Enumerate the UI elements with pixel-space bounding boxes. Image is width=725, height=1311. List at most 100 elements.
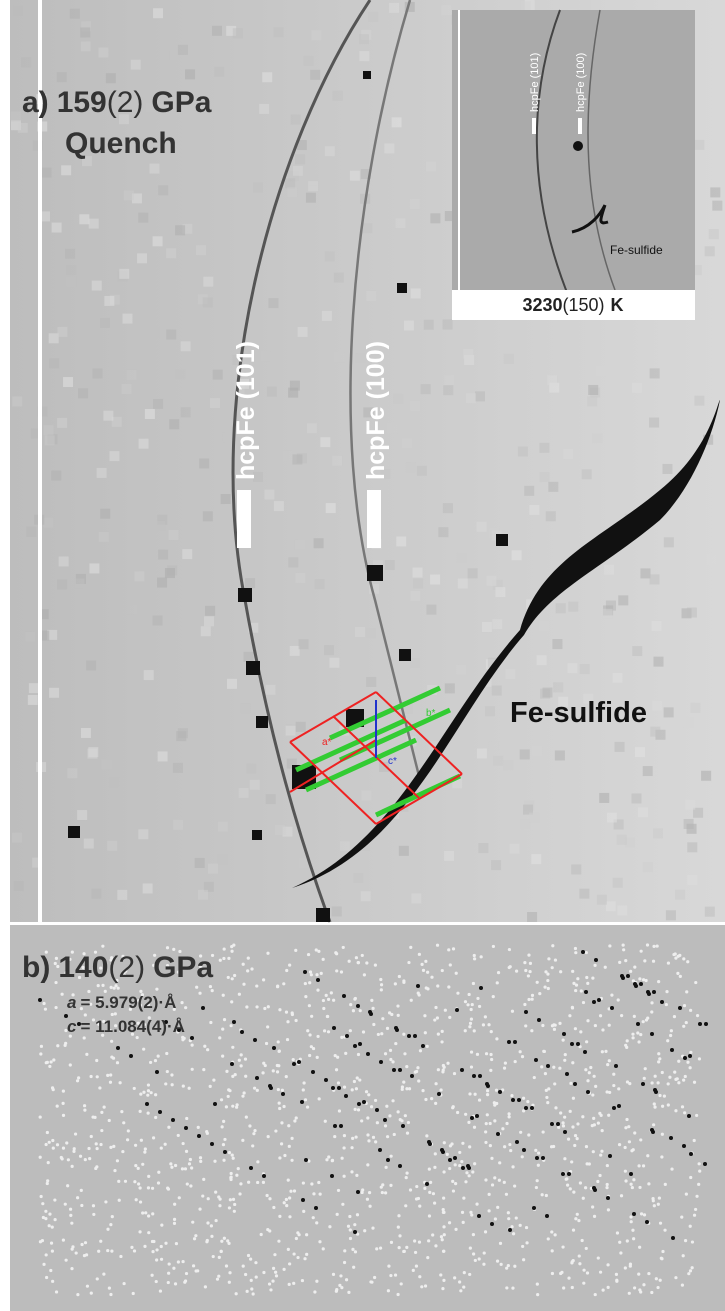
reflection xyxy=(638,1246,641,1249)
noise-pixel xyxy=(444,375,454,385)
noise-pixel xyxy=(104,296,114,306)
noise-pixel xyxy=(181,407,191,417)
reflection xyxy=(436,1016,439,1019)
reflection xyxy=(312,1192,315,1195)
reflection xyxy=(167,1281,170,1284)
reflection xyxy=(379,1247,382,1250)
reflection xyxy=(472,1252,475,1255)
reflection xyxy=(473,957,476,960)
reflection xyxy=(48,1224,51,1227)
reflection xyxy=(665,1003,668,1006)
noise-pixel xyxy=(262,72,272,82)
reflection xyxy=(251,1144,254,1147)
reflection xyxy=(564,1053,567,1056)
reflection xyxy=(608,1024,611,1027)
reflection xyxy=(241,1139,244,1142)
noise-pixel xyxy=(264,490,274,500)
reflection xyxy=(605,1186,608,1189)
reflection xyxy=(496,981,499,984)
reflection xyxy=(218,1204,221,1207)
reflection xyxy=(308,981,311,984)
noise-pixel xyxy=(333,91,343,101)
reflection xyxy=(351,1137,354,1140)
reflection xyxy=(316,1035,319,1038)
peak-label: hcpFe (101) xyxy=(232,341,260,480)
reflection xyxy=(628,1292,631,1295)
reflection xyxy=(389,1049,392,1052)
noise-pixel xyxy=(102,760,112,770)
noise-pixel xyxy=(87,749,97,759)
reflection xyxy=(345,1278,348,1281)
reflection xyxy=(418,1240,421,1243)
reflection xyxy=(242,983,245,986)
reflection xyxy=(571,1061,574,1064)
reflection xyxy=(620,1014,623,1017)
reflection xyxy=(191,1068,194,1071)
reflection xyxy=(637,1273,640,1276)
reflection xyxy=(359,1009,362,1012)
reflection xyxy=(268,1197,271,1200)
reflection xyxy=(570,1042,574,1046)
reflection xyxy=(586,1271,589,1274)
reflection xyxy=(190,1166,193,1169)
reflection xyxy=(46,1131,49,1134)
noise-pixel xyxy=(518,447,528,457)
reflection xyxy=(471,1003,474,1006)
reflection xyxy=(255,984,258,987)
reflection xyxy=(254,1261,257,1264)
reflection xyxy=(537,1164,540,1167)
noise-pixel xyxy=(332,906,342,916)
reflection xyxy=(222,1120,225,1123)
reflection xyxy=(211,989,214,992)
noise-pixel xyxy=(643,766,653,776)
reflection xyxy=(536,1293,539,1296)
reflection xyxy=(412,1269,415,1272)
reflection xyxy=(698,1057,701,1060)
reflection xyxy=(99,1240,102,1243)
reflection xyxy=(434,1102,437,1105)
reflection xyxy=(229,1024,232,1027)
reflection xyxy=(144,1211,147,1214)
reflection xyxy=(473,1029,476,1032)
reflection xyxy=(343,1086,346,1089)
reflection xyxy=(349,1003,352,1006)
reflection xyxy=(606,1164,609,1167)
reflection xyxy=(160,1258,163,1261)
noise-pixel xyxy=(99,532,109,542)
reflection xyxy=(679,975,682,978)
reflection xyxy=(543,1050,546,1053)
reflection xyxy=(151,1274,154,1277)
reflection xyxy=(227,976,230,979)
noise-pixel xyxy=(650,368,660,378)
reflection xyxy=(607,1208,610,1211)
reflection xyxy=(365,961,368,964)
noise-pixel xyxy=(477,522,487,532)
reflection xyxy=(458,1164,461,1167)
reflection xyxy=(56,1044,59,1047)
reflection xyxy=(446,1062,449,1065)
reflection xyxy=(173,1222,176,1225)
reflection xyxy=(650,1032,654,1036)
reflection xyxy=(297,1060,301,1064)
reflection xyxy=(498,1179,501,1182)
noise-pixel xyxy=(199,458,209,468)
noise-pixel xyxy=(109,777,119,787)
reflection xyxy=(54,962,57,965)
reflection xyxy=(272,1206,275,1209)
noise-pixel xyxy=(334,273,344,283)
reflection xyxy=(40,1195,43,1198)
reflection xyxy=(597,998,601,1002)
reflection xyxy=(557,1126,560,1129)
reflection xyxy=(670,1048,674,1052)
reflection xyxy=(301,1198,305,1202)
reflection xyxy=(426,1045,429,1048)
reflection xyxy=(182,1142,185,1145)
reflection xyxy=(553,1082,556,1085)
reflection xyxy=(407,961,410,964)
reflection xyxy=(689,1066,692,1069)
noise-pixel xyxy=(11,111,21,121)
reflection xyxy=(606,1063,609,1066)
reflection xyxy=(108,1287,111,1290)
reflection xyxy=(626,1039,629,1042)
reflection xyxy=(597,1256,600,1259)
